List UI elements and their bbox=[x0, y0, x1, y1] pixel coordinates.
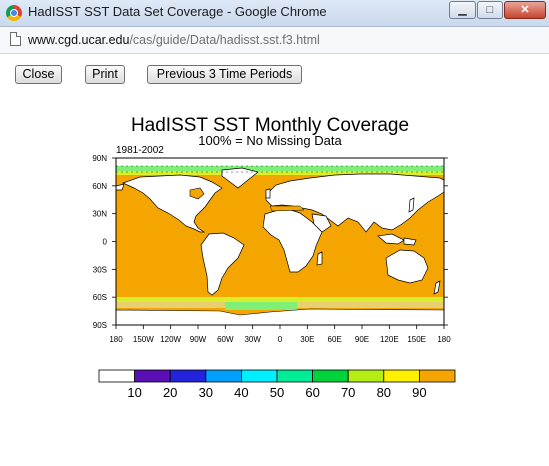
new-guinea bbox=[403, 237, 417, 246]
window-titlebar: HadISST SST Data Set Coverage - Google C… bbox=[0, 0, 549, 27]
lon-tick-label: 150E bbox=[407, 335, 426, 344]
arctic-coverage-edge bbox=[116, 171, 444, 175]
new-zealand bbox=[433, 280, 441, 295]
maximize-button[interactable]: □ bbox=[477, 1, 503, 19]
madagascar bbox=[316, 251, 323, 266]
print-button[interactable]: Print bbox=[85, 65, 125, 84]
lat-tick-label: 60N bbox=[92, 182, 107, 191]
minimize-button[interactable]: ▁ bbox=[449, 1, 476, 19]
colorbar-swatch bbox=[276, 369, 313, 383]
colorbar-label: 80 bbox=[377, 385, 391, 400]
latitude-axis: 90N 60N 30N 0 30S 60S 90S bbox=[92, 154, 448, 330]
africa bbox=[262, 207, 323, 273]
figure-title: HadISST SST Monthly Coverage bbox=[131, 115, 409, 136]
colorbar-swatch bbox=[240, 369, 278, 383]
japan bbox=[408, 197, 415, 213]
british-isles bbox=[265, 188, 271, 199]
lat-tick-label: 30N bbox=[92, 210, 107, 219]
lat-tick-label: 90S bbox=[93, 321, 107, 330]
colorbar-label: 50 bbox=[270, 385, 284, 400]
lat-tick-label: 30S bbox=[93, 265, 107, 274]
colorbar-label: 30 bbox=[199, 385, 213, 400]
longitude-axis: 180 150W 120W 90W 60W 30W 0 30E 60E 90E 120E 150E 18… bbox=[109, 325, 451, 344]
colorbar-label: 70 bbox=[341, 385, 355, 400]
close-button[interactable]: Close bbox=[15, 65, 62, 84]
lon-tick-label: 180 bbox=[437, 335, 451, 344]
url-text[interactable]: www.cgd.ucar.edu/cas/guide/Data/hadisst.… bbox=[28, 33, 320, 47]
indonesia bbox=[377, 233, 405, 245]
south-america bbox=[200, 232, 245, 296]
antarctica bbox=[115, 308, 445, 326]
url-host: www.cgd.ucar.edu bbox=[28, 33, 130, 47]
lat-tick-label: 90N bbox=[92, 154, 107, 163]
lon-tick-label: 120E bbox=[380, 335, 399, 344]
colorbar-swatch bbox=[98, 369, 135, 383]
lon-tick-label: 0 bbox=[278, 335, 283, 344]
lon-tick-label: 30W bbox=[244, 335, 261, 344]
southern-coverage-edge bbox=[116, 297, 444, 302]
lon-tick-label: 150W bbox=[133, 335, 154, 344]
page-icon bbox=[10, 32, 21, 46]
lon-tick-label: 90E bbox=[355, 335, 369, 344]
figure-period: 1981-2002 bbox=[116, 145, 164, 156]
colorbar-label: 90 bbox=[412, 385, 426, 400]
lon-tick-label: 120W bbox=[160, 335, 181, 344]
arctic-ice bbox=[116, 158, 444, 167]
lon-tick-label: 60E bbox=[328, 335, 342, 344]
mediterranean bbox=[269, 205, 305, 212]
previous-periods-button[interactable]: Previous 3 Time Periods bbox=[147, 65, 302, 84]
colorbar-swatch bbox=[169, 369, 207, 383]
colorbar-label: 20 bbox=[163, 385, 177, 400]
chrome-icon bbox=[6, 5, 22, 21]
arctic-coverage-band bbox=[116, 166, 444, 172]
close-window-button[interactable]: ✕ bbox=[504, 1, 546, 19]
lon-tick-label: 90W bbox=[190, 335, 207, 344]
arabia bbox=[311, 213, 332, 233]
weddell-coverage bbox=[225, 302, 297, 310]
window-title: HadISST SST Data Set Coverage - Google C… bbox=[28, 4, 327, 19]
australia bbox=[385, 249, 429, 284]
lat-tick-label: 0 bbox=[103, 238, 108, 247]
colorbar-label: 40 bbox=[234, 385, 248, 400]
lon-tick-label: 30E bbox=[300, 335, 314, 344]
lon-tick-label: 60W bbox=[217, 335, 234, 344]
eurasia bbox=[265, 173, 445, 233]
colorbar-label: 10 bbox=[127, 385, 141, 400]
colorbar-swatch bbox=[347, 369, 385, 383]
address-bar[interactable]: www.cgd.ucar.edu/cas/guide/Data/hadisst.… bbox=[0, 27, 549, 54]
lon-tick-label: 180 bbox=[109, 335, 123, 344]
colorbar: 10 20 30 40 50 60 70 80 90 bbox=[98, 369, 456, 400]
colorbar-swatch bbox=[312, 369, 349, 383]
colorbar-label: 60 bbox=[305, 385, 319, 400]
colorbar-swatch bbox=[134, 369, 171, 383]
colorbar-swatch bbox=[383, 369, 420, 383]
figure-subtitle: 100% = No Missing Data bbox=[198, 133, 342, 148]
colorbar-swatch bbox=[205, 369, 242, 383]
url-path: /cas/guide/Data/hadisst.sst.f3.html bbox=[129, 33, 320, 47]
hudson-bay bbox=[189, 187, 205, 200]
lat-tick-label: 60S bbox=[93, 293, 107, 302]
southern-coverage-east bbox=[297, 302, 444, 308]
colorbar-swatch bbox=[418, 369, 456, 383]
greenland bbox=[221, 167, 259, 189]
coverage-map bbox=[115, 157, 445, 326]
southern-coverage-west bbox=[116, 302, 225, 308]
